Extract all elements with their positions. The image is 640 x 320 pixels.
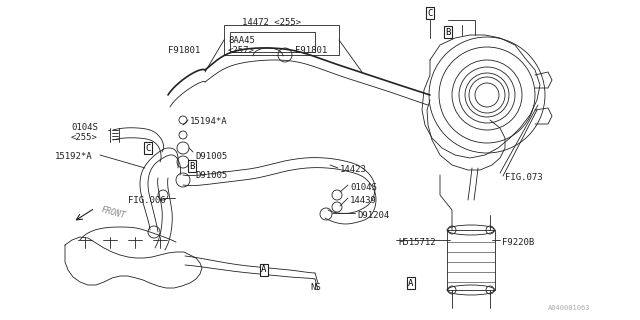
Text: F9220B: F9220B	[502, 238, 534, 247]
Text: D91204: D91204	[357, 211, 389, 220]
Text: 15192*A: 15192*A	[55, 152, 93, 161]
Text: B: B	[189, 162, 195, 171]
Text: FIG.073: FIG.073	[505, 173, 543, 182]
Text: 14472 <255>: 14472 <255>	[242, 18, 301, 27]
Text: <255>: <255>	[71, 133, 98, 142]
Bar	[224, 25, 339, 55]
Text: 0104S: 0104S	[350, 183, 377, 192]
Text: F91801: F91801	[295, 46, 327, 55]
Bar	[230, 32, 315, 52]
Text: C: C	[145, 143, 150, 153]
Text: 0104S: 0104S	[71, 123, 98, 132]
Text: A: A	[408, 278, 413, 287]
Text: NS: NS	[310, 283, 321, 292]
Text: <257>: <257>	[228, 46, 255, 55]
Text: A: A	[261, 266, 267, 275]
Text: C: C	[428, 9, 433, 18]
Bar	[447, 230, 495, 290]
Text: B: B	[445, 28, 451, 36]
Text: FRONT: FRONT	[100, 205, 127, 220]
Text: FIG.006: FIG.006	[128, 196, 166, 205]
Text: H515712: H515712	[398, 238, 436, 247]
Text: A040001063: A040001063	[547, 305, 590, 311]
Text: D91005: D91005	[195, 171, 227, 180]
Text: 14439: 14439	[350, 196, 377, 205]
Text: D91005: D91005	[195, 152, 227, 161]
Text: 15194*A: 15194*A	[190, 117, 228, 126]
Text: F91801: F91801	[168, 46, 200, 55]
Text: 14423: 14423	[340, 165, 367, 174]
Text: 8AA45: 8AA45	[228, 36, 255, 45]
